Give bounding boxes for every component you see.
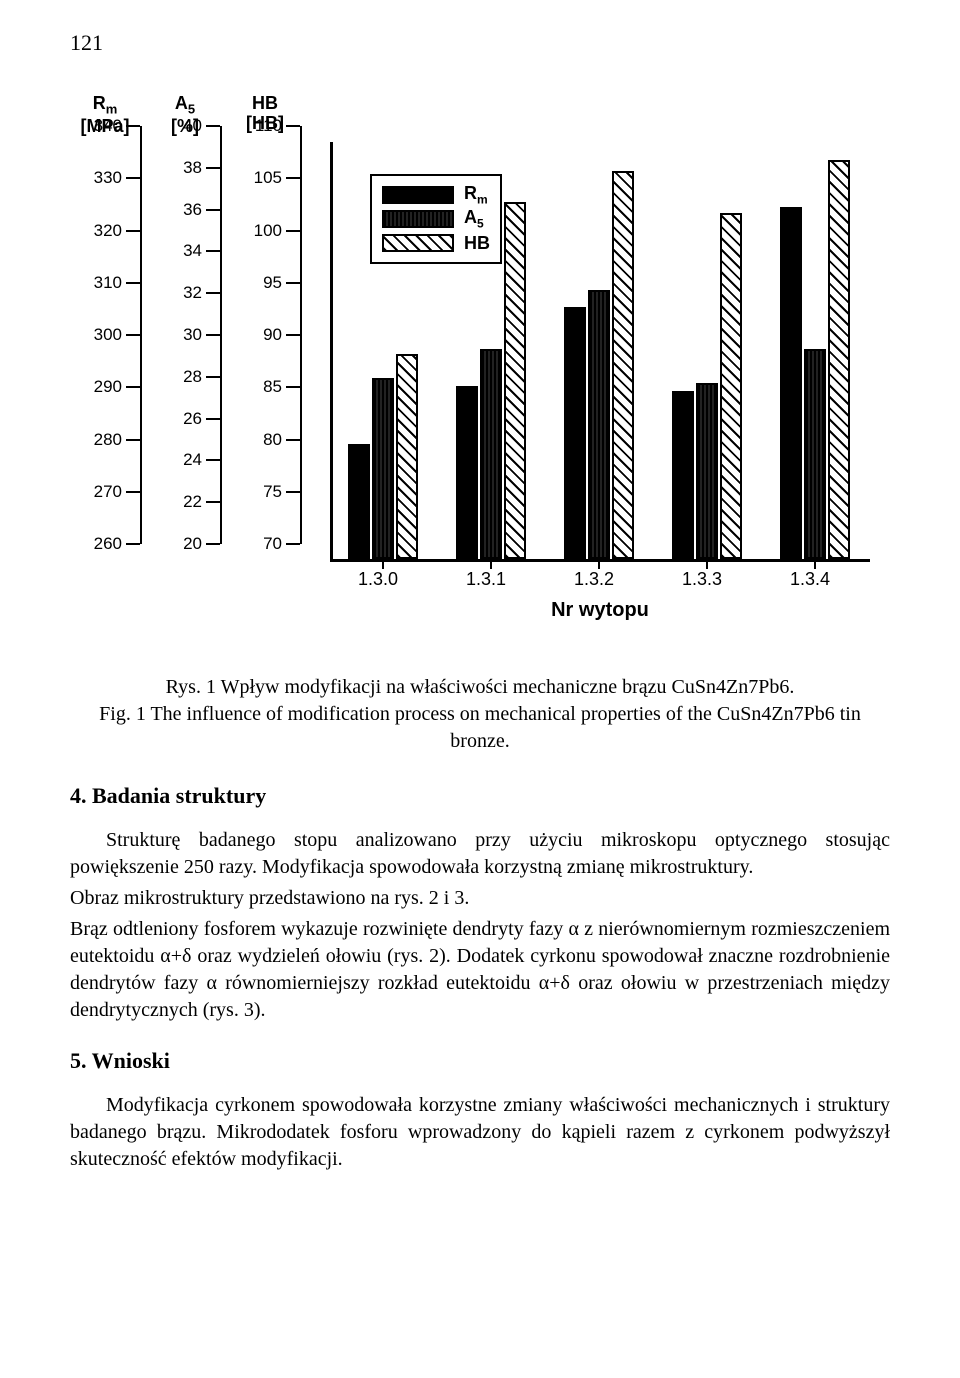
tick: 80 [230, 430, 300, 450]
legend-swatch [382, 234, 454, 252]
legend-row: A5 [382, 208, 490, 230]
tick: 26 [150, 409, 220, 429]
x-tick-label: 1.3.2 [559, 569, 629, 590]
legend: RmA5HB [370, 174, 502, 264]
paragraph-3: Brąz odtleniony fosforem wykazuje rozwin… [70, 916, 890, 1024]
bar-A5 [588, 290, 610, 559]
section-4-heading: 4. Badania struktury [70, 783, 890, 809]
tick: 36 [150, 200, 220, 220]
tick: 300 [70, 325, 140, 345]
tick: 105 [230, 168, 300, 188]
tick: 90 [230, 325, 300, 345]
tick: 310 [70, 273, 140, 293]
legend-label: Rm [464, 183, 488, 207]
bar-HB [828, 160, 850, 559]
bar-A5 [372, 378, 394, 559]
legend-row: Rm [382, 184, 490, 206]
legend-label: HB [464, 233, 490, 254]
section-5-heading: 5. Wnioski [70, 1048, 890, 1074]
tick: 32 [150, 283, 220, 303]
paragraph-1: Strukturę badanego stopu analizowano prz… [70, 827, 890, 881]
tick: 320 [70, 221, 140, 241]
bar-Rm [780, 207, 802, 559]
bar-A5 [696, 383, 718, 559]
bar-Rm [672, 391, 694, 559]
tick: 20 [150, 534, 220, 554]
bar-HB [504, 202, 526, 559]
bar-Rm [456, 386, 478, 559]
bar-HB [720, 213, 742, 560]
tick: 40 [150, 116, 220, 136]
legend-swatch [382, 186, 454, 204]
tick: 28 [150, 367, 220, 387]
tick: 22 [150, 492, 220, 512]
bar-Rm [348, 444, 370, 560]
tick: 38 [150, 158, 220, 178]
tick: 110 [230, 116, 300, 136]
bar-Rm [564, 307, 586, 559]
tick: 330 [70, 168, 140, 188]
y-axis-2: HB[HB]110105100959085807570 [230, 94, 300, 142]
paragraph-2: Obraz mikrostruktury przedstawiono na ry… [70, 885, 890, 912]
x-tick-label: 1.3.1 [451, 569, 521, 590]
tick: 95 [230, 273, 300, 293]
bar-HB [612, 171, 634, 560]
caption-line-1: Rys. 1 Wpływ modyfikacji na właściwości … [166, 676, 795, 698]
tick: 75 [230, 482, 300, 502]
legend-label: A5 [464, 207, 484, 231]
tick: 70 [230, 534, 300, 554]
x-tick-label: 1.3.3 [667, 569, 737, 590]
x-axis-title: Nr wytopu [330, 599, 870, 622]
tick: 34 [150, 241, 220, 261]
bar-HB [396, 354, 418, 559]
tick: 340 [70, 116, 140, 136]
tick: 260 [70, 534, 140, 554]
y-axis-0: Rm[MPa]340330320310300290280270260 [70, 94, 140, 145]
x-tick-label: 1.3.4 [775, 569, 845, 590]
tick: 85 [230, 377, 300, 397]
tick: 290 [70, 377, 140, 397]
figure-caption: Rys. 1 Wpływ modyfikacji na właściwości … [70, 674, 890, 755]
tick: 280 [70, 430, 140, 450]
legend-swatch [382, 210, 454, 228]
tick: 30 [150, 325, 220, 345]
chart-figure: Nr wytopu Rm[MPa]34033032031030029028027… [70, 74, 890, 664]
caption-line-2: Fig. 1 The influence of modification pro… [99, 703, 861, 752]
y-axis-1: A5[%]4038363432302826242220 [150, 94, 220, 145]
page-number: 121 [70, 30, 890, 56]
paragraph-4: Modyfikacja cyrkonem spowodowała korzyst… [70, 1092, 890, 1173]
bar-A5 [480, 349, 502, 559]
bar-A5 [804, 349, 826, 559]
tick: 100 [230, 221, 300, 241]
x-tick-label: 1.3.0 [343, 569, 413, 590]
legend-row: HB [382, 232, 490, 254]
tick: 24 [150, 450, 220, 470]
tick: 270 [70, 482, 140, 502]
